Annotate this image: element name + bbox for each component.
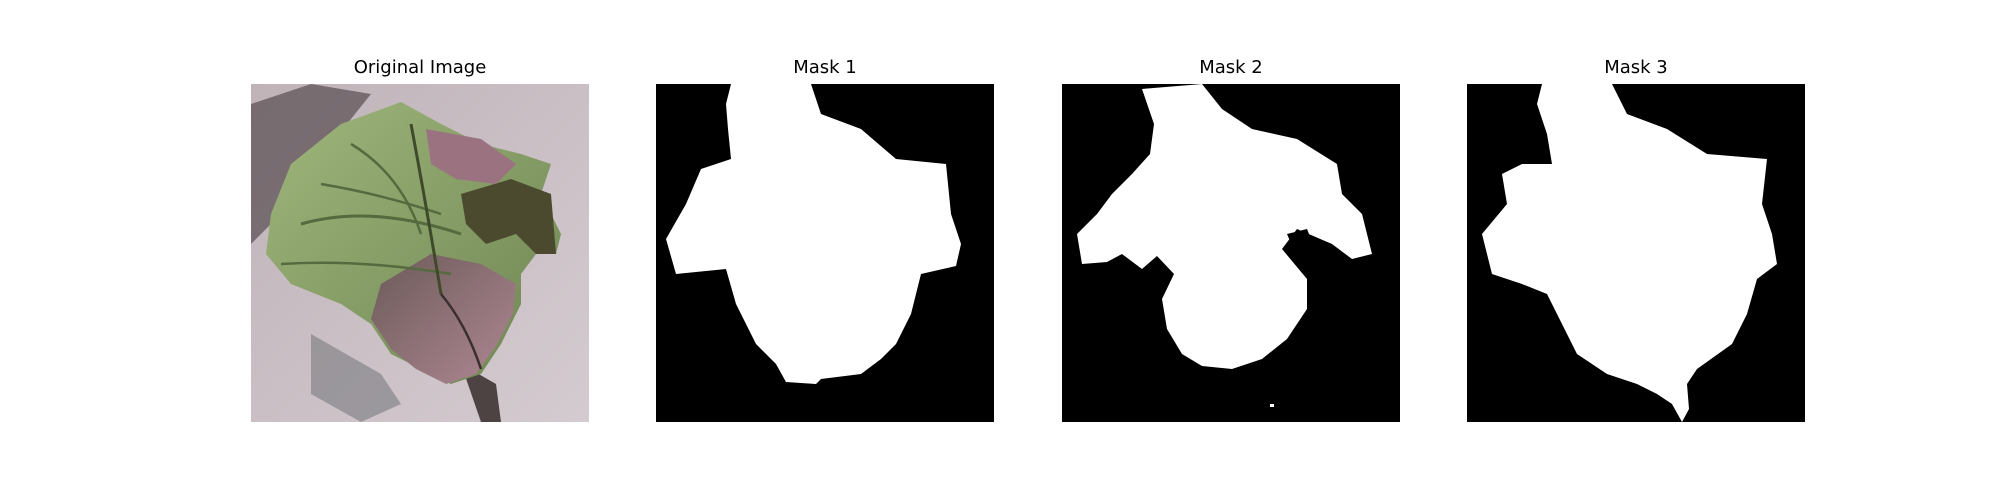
- mask-1-image: [656, 84, 994, 422]
- mask-3-image: [1467, 84, 1805, 422]
- panel-title: Mask 1: [793, 57, 857, 78]
- panel-title: Original Image: [353, 57, 487, 78]
- panel-title: Mask 2: [1199, 57, 1263, 78]
- panel-title: Mask 3: [1604, 57, 1668, 78]
- original-leaf-image: [251, 84, 589, 422]
- mask-2-image: [1062, 84, 1400, 422]
